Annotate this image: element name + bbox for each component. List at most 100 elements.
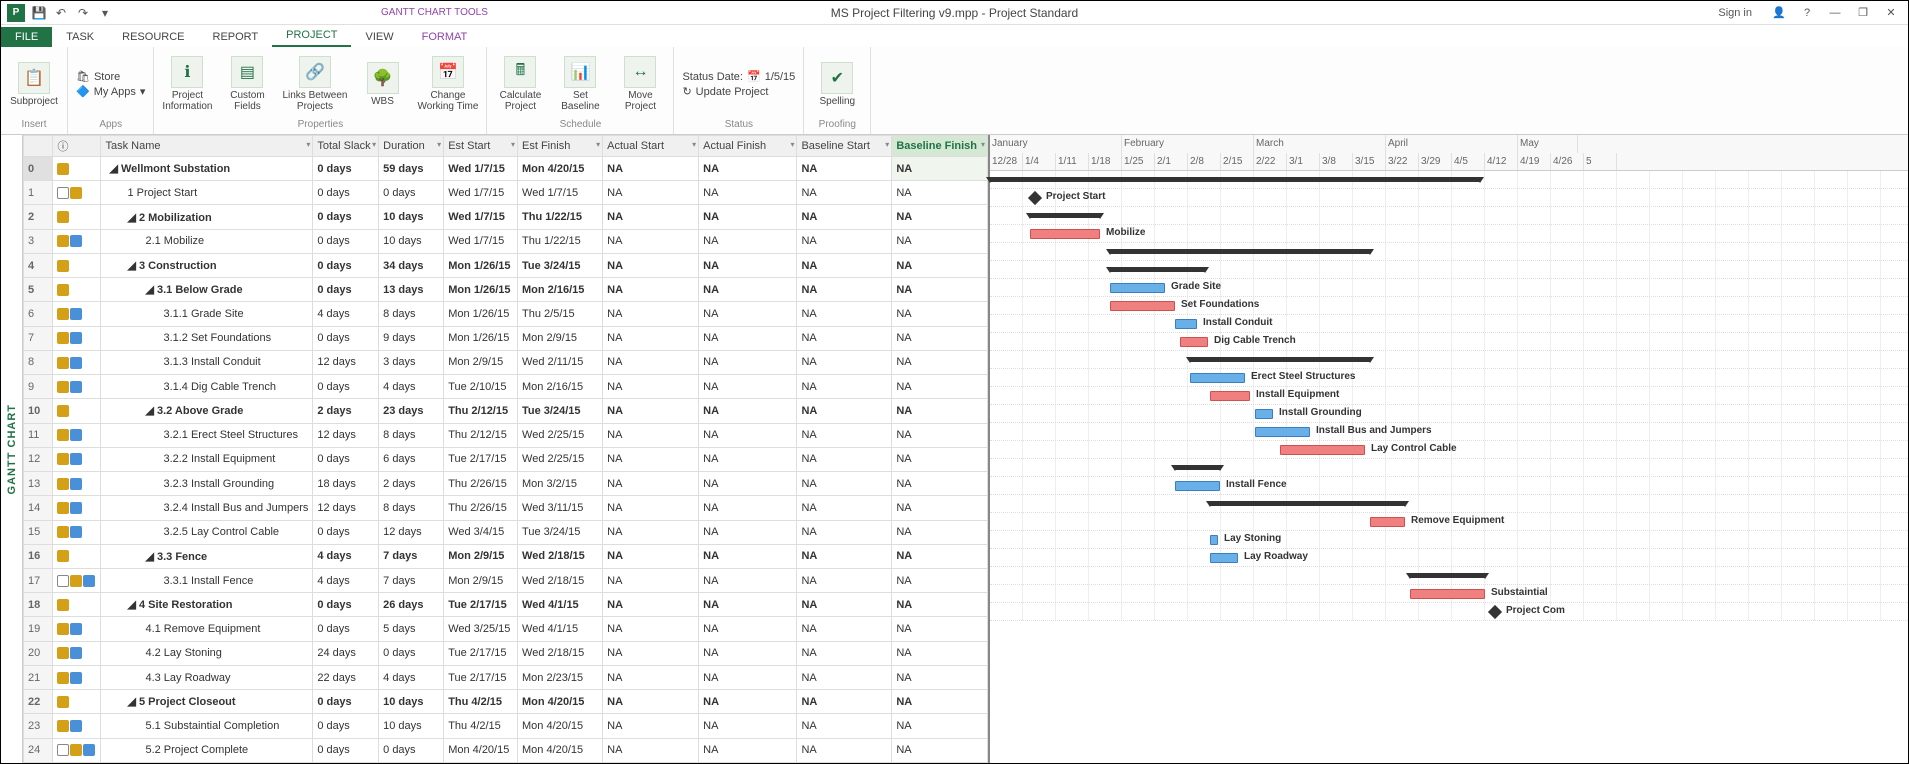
- table-row[interactable]: 63.1.1 Grade Site4 days8 daysMon 1/26/15…: [24, 302, 988, 326]
- actfinish-cell[interactable]: NA: [699, 690, 797, 714]
- gantt-row[interactable]: [990, 171, 1908, 189]
- table-row[interactable]: 11 Project Start0 days0 daysWed 1/7/15We…: [24, 181, 988, 205]
- actfinish-cell[interactable]: NA: [699, 544, 797, 568]
- task-name-cell[interactable]: 3.2.1 Erect Steel Structures: [101, 423, 313, 447]
- estfinish-cell[interactable]: Mon 4/20/15: [518, 738, 603, 762]
- basestart-cell[interactable]: NA: [797, 229, 892, 253]
- view-side-tab[interactable]: GANTT CHART: [1, 135, 23, 763]
- row-number[interactable]: 10: [24, 399, 53, 423]
- actstart-cell[interactable]: NA: [603, 738, 699, 762]
- duration-cell[interactable]: 34 days: [379, 253, 444, 277]
- basefinish-cell[interactable]: NA: [892, 568, 988, 592]
- row-number[interactable]: 11: [24, 423, 53, 447]
- task-name-cell[interactable]: ◢ 3 Construction: [101, 253, 313, 277]
- basestart-cell[interactable]: NA: [797, 278, 892, 302]
- slack-cell[interactable]: 0 days: [313, 690, 379, 714]
- slack-cell[interactable]: 0 days: [313, 157, 379, 181]
- task-name-cell[interactable]: 5.1 Substaintial Completion: [101, 714, 313, 738]
- gantt-row[interactable]: Install Equipment: [990, 387, 1908, 405]
- basefinish-cell[interactable]: NA: [892, 375, 988, 399]
- slack-cell[interactable]: 4 days: [313, 568, 379, 592]
- table-row[interactable]: 143.2.4 Install Bus and Jumpers12 days8 …: [24, 496, 988, 520]
- basefinish-cell[interactable]: NA: [892, 496, 988, 520]
- gantt-row[interactable]: [990, 207, 1908, 225]
- actstart-cell[interactable]: NA: [603, 302, 699, 326]
- actstart-cell[interactable]: NA: [603, 617, 699, 641]
- row-number[interactable]: 17: [24, 568, 53, 592]
- eststart-cell[interactable]: Thu 2/12/15: [444, 399, 518, 423]
- gantt-row[interactable]: Lay Stoning: [990, 531, 1908, 549]
- task-name-cell[interactable]: 3.1.3 Install Conduit: [101, 350, 313, 374]
- duration-cell[interactable]: 5 days: [379, 617, 444, 641]
- slack-cell[interactable]: 12 days: [313, 423, 379, 447]
- actfinish-cell[interactable]: NA: [699, 399, 797, 423]
- slack-cell[interactable]: 0 days: [313, 520, 379, 544]
- actfinish-cell[interactable]: NA: [699, 205, 797, 229]
- actfinish-cell[interactable]: NA: [699, 375, 797, 399]
- duration-cell[interactable]: 9 days: [379, 326, 444, 350]
- basefinish-cell[interactable]: NA: [892, 738, 988, 762]
- table-row[interactable]: 10◢ 3.2 Above Grade2 days23 daysThu 2/12…: [24, 399, 988, 423]
- actstart-cell[interactable]: NA: [603, 593, 699, 617]
- actstart-cell[interactable]: NA: [603, 350, 699, 374]
- estfinish-cell[interactable]: Wed 2/18/15: [518, 641, 603, 665]
- col-estfinish[interactable]: Est Finish▾: [518, 136, 603, 157]
- estfinish-cell[interactable]: Wed 3/11/15: [518, 496, 603, 520]
- undo-icon[interactable]: ↶: [53, 5, 69, 21]
- task-name-cell[interactable]: 3.1.1 Grade Site: [101, 302, 313, 326]
- task-name-cell[interactable]: 4.2 Lay Stoning: [101, 641, 313, 665]
- actfinish-cell[interactable]: NA: [699, 278, 797, 302]
- table-row[interactable]: 16◢ 3.3 Fence4 days7 daysMon 2/9/15Wed 2…: [24, 544, 988, 568]
- basestart-cell[interactable]: NA: [797, 641, 892, 665]
- basestart-cell[interactable]: NA: [797, 326, 892, 350]
- filter-dropdown-icon[interactable]: ▾: [981, 140, 985, 149]
- table-row[interactable]: 93.1.4 Dig Cable Trench0 days4 daysTue 2…: [24, 375, 988, 399]
- basefinish-cell[interactable]: NA: [892, 593, 988, 617]
- eststart-cell[interactable]: Tue 2/17/15: [444, 665, 518, 689]
- gantt-bar[interactable]: [1280, 445, 1365, 455]
- actstart-cell[interactable]: NA: [603, 472, 699, 496]
- actfinish-cell[interactable]: NA: [699, 665, 797, 689]
- eststart-cell[interactable]: Wed 3/25/15: [444, 617, 518, 641]
- gantt-bar[interactable]: [1210, 535, 1218, 545]
- slack-cell[interactable]: 2 days: [313, 399, 379, 423]
- basefinish-cell[interactable]: NA: [892, 205, 988, 229]
- actstart-cell[interactable]: NA: [603, 423, 699, 447]
- basestart-cell[interactable]: NA: [797, 496, 892, 520]
- basestart-cell[interactable]: NA: [797, 544, 892, 568]
- actstart-cell[interactable]: NA: [603, 641, 699, 665]
- tab-project[interactable]: PROJECT: [272, 25, 351, 47]
- gantt-row[interactable]: Substaintial: [990, 585, 1908, 603]
- table-row[interactable]: 123.2.2 Install Equipment0 days6 daysTue…: [24, 447, 988, 471]
- gantt-row[interactable]: Project Com: [990, 603, 1908, 621]
- table-row[interactable]: 113.2.1 Erect Steel Structures12 days8 d…: [24, 423, 988, 447]
- slack-cell[interactable]: 0 days: [313, 593, 379, 617]
- tab-report[interactable]: REPORT: [199, 27, 273, 47]
- eststart-cell[interactable]: Mon 2/9/15: [444, 544, 518, 568]
- duration-cell[interactable]: 0 days: [379, 641, 444, 665]
- actfinish-cell[interactable]: NA: [699, 181, 797, 205]
- row-number[interactable]: 24: [24, 738, 53, 762]
- basefinish-cell[interactable]: NA: [892, 447, 988, 471]
- row-number[interactable]: 4: [24, 253, 53, 277]
- gantt-row[interactable]: Install Conduit: [990, 315, 1908, 333]
- table-row[interactable]: 0◢ Wellmont Substation0 days59 daysWed 1…: [24, 157, 988, 181]
- actstart-cell[interactable]: NA: [603, 568, 699, 592]
- gantt-bar[interactable]: [1110, 283, 1165, 293]
- actfinish-cell[interactable]: NA: [699, 617, 797, 641]
- project-info-button[interactable]: ℹProject Information: [162, 56, 212, 112]
- table-row[interactable]: 214.3 Lay Roadway22 days4 daysTue 2/17/1…: [24, 665, 988, 689]
- slack-cell[interactable]: 0 days: [313, 738, 379, 762]
- row-number[interactable]: 19: [24, 617, 53, 641]
- duration-cell[interactable]: 23 days: [379, 399, 444, 423]
- eststart-cell[interactable]: Tue 2/17/15: [444, 641, 518, 665]
- help-icon[interactable]: ?: [1798, 4, 1816, 22]
- actstart-cell[interactable]: NA: [603, 253, 699, 277]
- basefinish-cell[interactable]: NA: [892, 520, 988, 544]
- gantt-row[interactable]: [990, 495, 1908, 513]
- eststart-cell[interactable]: Thu 4/2/15: [444, 690, 518, 714]
- my-apps-button[interactable]: 🔷My Apps ▾: [76, 85, 145, 98]
- col-eststart[interactable]: Est Start▾: [444, 136, 518, 157]
- eststart-cell[interactable]: Mon 4/20/15: [444, 738, 518, 762]
- slack-cell[interactable]: 0 days: [313, 253, 379, 277]
